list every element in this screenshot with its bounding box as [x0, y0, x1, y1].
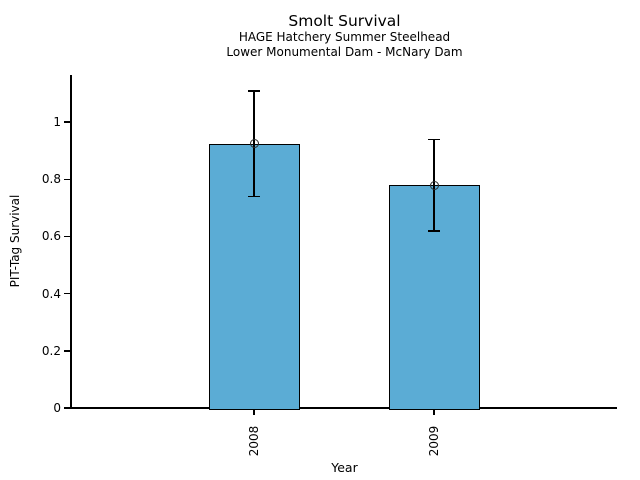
- x-tick-label-2008: 2008: [247, 425, 261, 457]
- x-tick: [433, 408, 435, 416]
- point-marker-2009: [429, 180, 439, 190]
- y-tick: [63, 121, 71, 123]
- error-bar-cap-top-2009: [428, 138, 440, 141]
- x-axis-title: Year: [331, 460, 358, 475]
- error-bar-cap-bottom-2009: [428, 229, 440, 232]
- y-tick: [63, 292, 71, 295]
- y-tick-label: 0.6: [41, 229, 61, 244]
- x-axis-line: [70, 407, 617, 409]
- x-tick-label-2009: 2009: [427, 425, 441, 457]
- y-tick: [63, 407, 71, 409]
- x-tick: [253, 408, 255, 416]
- y-tick-label: 0.4: [41, 286, 61, 301]
- error-bar-cap-bottom-2008: [248, 195, 260, 198]
- y-tick-label: 0: [53, 401, 61, 415]
- error-bar-cap-top-2008: [248, 89, 260, 92]
- y-axis-line: [70, 75, 72, 409]
- chart-titles: Smolt Survival HAGE Hatchery Summer Stee…: [72, 12, 617, 60]
- chart-title: Smolt Survival: [288, 12, 401, 30]
- y-tick-label: 0.2: [41, 343, 61, 358]
- chart-subtitle-line2: Lower Monumental Dam - McNary Dam: [226, 45, 463, 59]
- point-marker-2008: [249, 139, 259, 149]
- chart-subtitle-line1: HAGE Hatchery Summer Steelhead: [238, 30, 451, 44]
- y-tick-label: 0.8: [41, 172, 61, 187]
- y-tick: [63, 178, 71, 181]
- y-tick: [63, 350, 71, 352]
- y-tick-label: 1: [53, 115, 61, 130]
- y-tick: [63, 235, 71, 238]
